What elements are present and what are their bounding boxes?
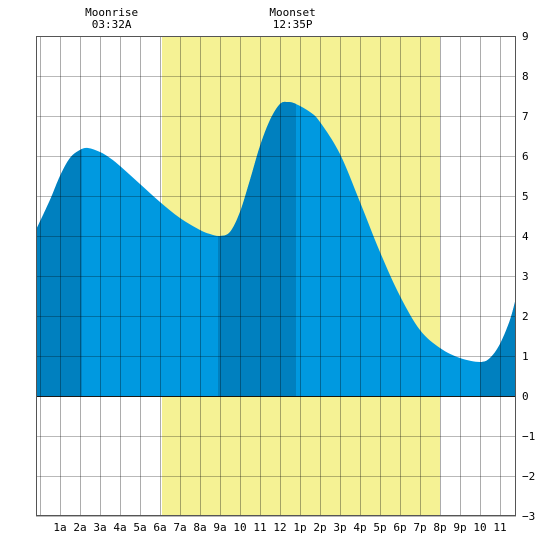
x-tick-label: 8p (433, 521, 446, 534)
y-tick-label: 6 (522, 150, 529, 163)
x-tick-label: 7a (173, 521, 186, 534)
x-tick-label: 3a (93, 521, 106, 534)
x-tick-label: 10 (233, 521, 246, 534)
y-tick-label: 5 (522, 190, 529, 203)
x-tick-label: 5p (373, 521, 386, 534)
y-tick-label: 4 (522, 230, 529, 243)
x-tick-label: 4a (113, 521, 126, 534)
x-tick-label: 6p (393, 521, 406, 534)
x-tick-label: 1p (293, 521, 306, 534)
moonset-label: Moonset (269, 6, 315, 19)
moonrise-time: 03:32A (92, 18, 132, 31)
moonrise-label: Moonrise (85, 6, 138, 19)
y-tick-label: 3 (522, 270, 529, 283)
x-tick-label: 3p (333, 521, 346, 534)
x-tick-label: 2p (313, 521, 326, 534)
y-tick-label: 9 (522, 30, 529, 43)
x-tick-label: 5a (133, 521, 146, 534)
x-tick-label: 8a (193, 521, 206, 534)
x-tick-label: 12 (273, 521, 286, 534)
y-tick-label: −1 (522, 430, 535, 443)
plot-frame (36, 36, 516, 516)
y-tick-label: 1 (522, 350, 529, 363)
x-tick-label: 11 (493, 521, 506, 534)
x-tick-label: 2a (73, 521, 86, 534)
y-tick-label: −3 (522, 510, 535, 523)
x-tick-label: 4p (353, 521, 366, 534)
y-tick-label: 0 (522, 390, 529, 403)
y-tick-label: 8 (522, 70, 529, 83)
y-tick-label: 2 (522, 310, 529, 323)
x-tick-label: 11 (253, 521, 266, 534)
y-tick-label: −2 (522, 470, 535, 483)
x-tick-label: 9a (213, 521, 226, 534)
x-tick-label: 6a (153, 521, 166, 534)
moonset-time: 12:35P (273, 18, 313, 31)
x-tick-label: 1a (53, 521, 66, 534)
y-tick-label: 7 (522, 110, 529, 123)
x-tick-label: 9p (453, 521, 466, 534)
x-tick-label: 7p (413, 521, 426, 534)
x-tick-label: 10 (473, 521, 486, 534)
